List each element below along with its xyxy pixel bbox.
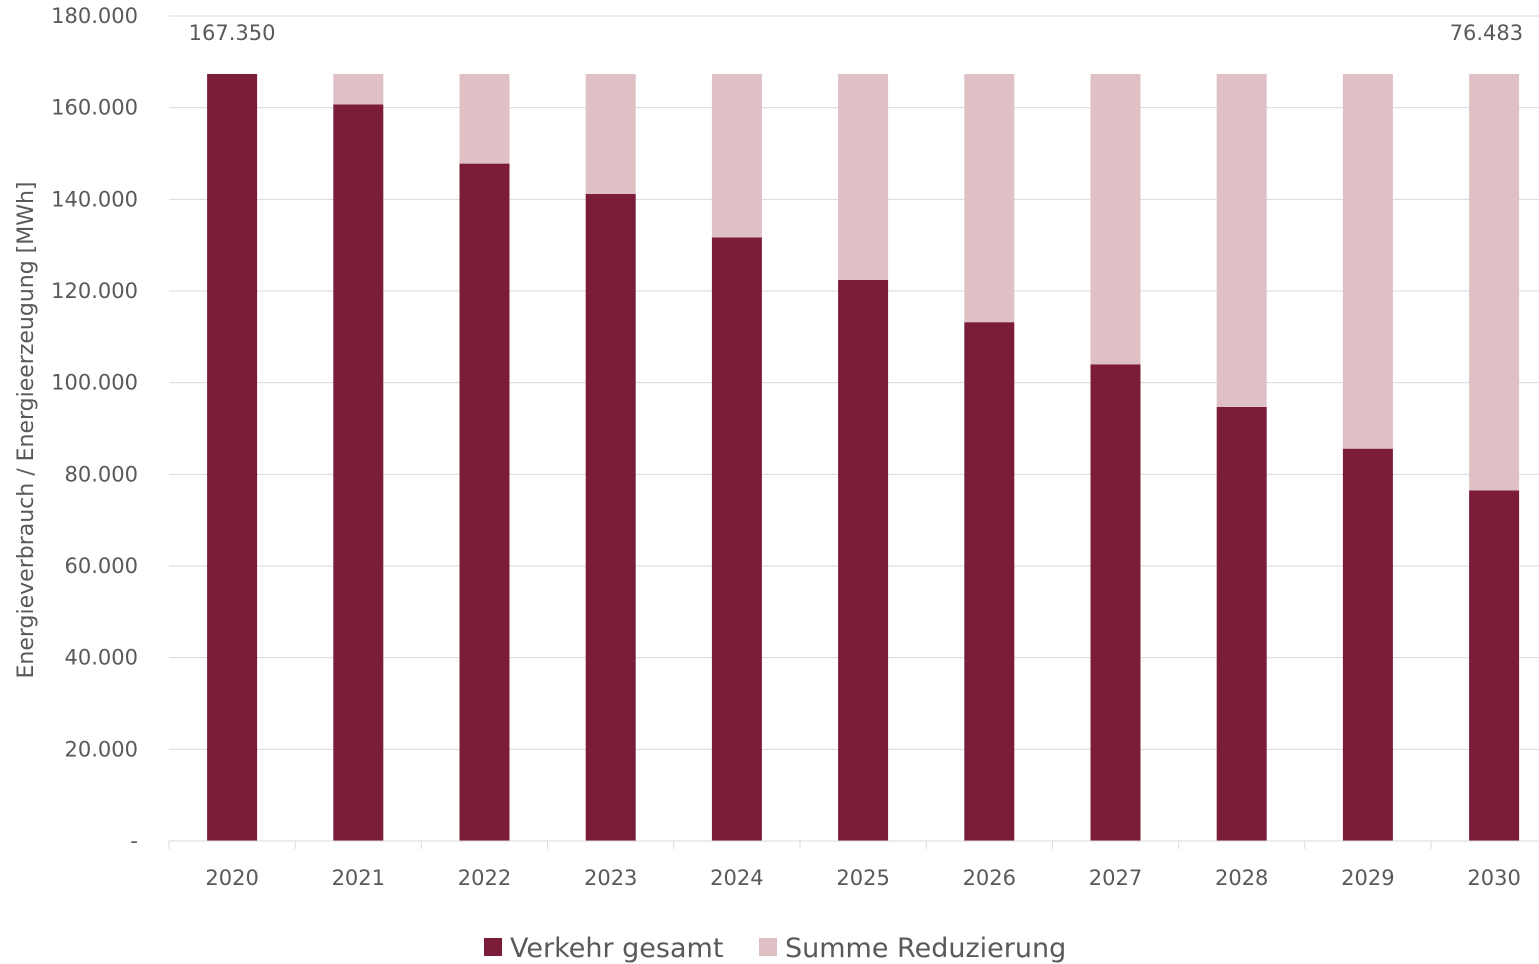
x-tick-label: 2029	[1341, 866, 1394, 890]
y-tick-label: 100.000	[51, 371, 138, 395]
y-tick-label: 120.000	[51, 279, 138, 303]
x-tick-label: 2020	[205, 866, 258, 890]
bar-summe-reduzierung-2028	[1216, 73, 1267, 407]
data-label-2020: 167.350	[189, 21, 276, 45]
bar-summe-reduzierung-2026	[964, 73, 1015, 323]
x-tick-label: 2025	[836, 866, 889, 890]
bar-verkehr-gesamt-2029	[1342, 448, 1393, 841]
bar-summe-reduzierung-2025	[838, 73, 889, 281]
bar-verkehr-gesamt-2026	[964, 322, 1015, 842]
x-tick-label: 2022	[458, 866, 511, 890]
y-tick-label: 80.000	[65, 462, 138, 486]
y-axis-title: Energieverbrauch / Energieerzeugung [MWh…	[14, 181, 39, 678]
bar-summe-reduzierung-2024	[711, 73, 762, 238]
y-tick-label: 40.000	[65, 646, 138, 670]
bar-verkehr-gesamt-2028	[1216, 406, 1267, 841]
bar-verkehr-gesamt-2021	[333, 104, 384, 842]
bar-verkehr-gesamt-2027	[1090, 364, 1141, 841]
legend-swatch-summe-reduzierung	[759, 938, 777, 956]
bar-summe-reduzierung-2021	[333, 73, 384, 105]
bar-summe-reduzierung-2029	[1342, 73, 1393, 449]
x-tick-label: 2028	[1215, 866, 1268, 890]
data-labels: 167.350 76.483	[189, 21, 1523, 45]
data-label-2030: 76.483	[1450, 21, 1523, 45]
bar-verkehr-gesamt-2023	[585, 193, 636, 842]
bar-verkehr-gesamt-2030	[1469, 490, 1520, 841]
bar-verkehr-gesamt-2024	[711, 237, 762, 841]
bars	[207, 73, 1520, 842]
x-tick-label: 2030	[1467, 866, 1520, 890]
bar-verkehr-gesamt-2022	[459, 163, 510, 842]
y-tick-label: 60.000	[65, 554, 138, 578]
bar-verkehr-gesamt-2025	[838, 280, 889, 841]
legend-label-summe-reduzierung: Summe Reduzierung	[785, 933, 1066, 964]
y-tick-label: 140.000	[51, 187, 138, 211]
bar-summe-reduzierung-2030	[1469, 73, 1520, 491]
x-tick-label: 2026	[963, 866, 1016, 890]
x-tick-label: 2023	[584, 866, 637, 890]
legend: Verkehr gesamt Summe Reduzierung	[484, 933, 1066, 964]
x-tick-label: 2021	[332, 866, 385, 890]
legend-swatch-verkehr-gesamt	[484, 938, 502, 956]
y-tick-label: 180.000	[51, 4, 138, 28]
legend-label-verkehr-gesamt: Verkehr gesamt	[510, 933, 723, 964]
y-tick-label: -	[130, 829, 138, 853]
bar-summe-reduzierung-2022	[459, 73, 510, 164]
bar-verkehr-gesamt-2020	[207, 73, 258, 841]
x-axis: 2020 2021 2022 2023 2024 2025 2026 2027 2028 2029…	[168, 840, 1539, 890]
x-tick-label: 2027	[1089, 866, 1142, 890]
bar-summe-reduzierung-2027	[1090, 73, 1141, 365]
x-tick-label: 2024	[710, 866, 763, 890]
y-axis: - 20.000 40.000 60.000 80.000 100.000 120.000 1…	[51, 4, 138, 853]
y-tick-label: 160.000	[51, 96, 138, 120]
bar-summe-reduzierung-2023	[585, 73, 636, 194]
y-tick-label: 20.000	[65, 737, 138, 761]
